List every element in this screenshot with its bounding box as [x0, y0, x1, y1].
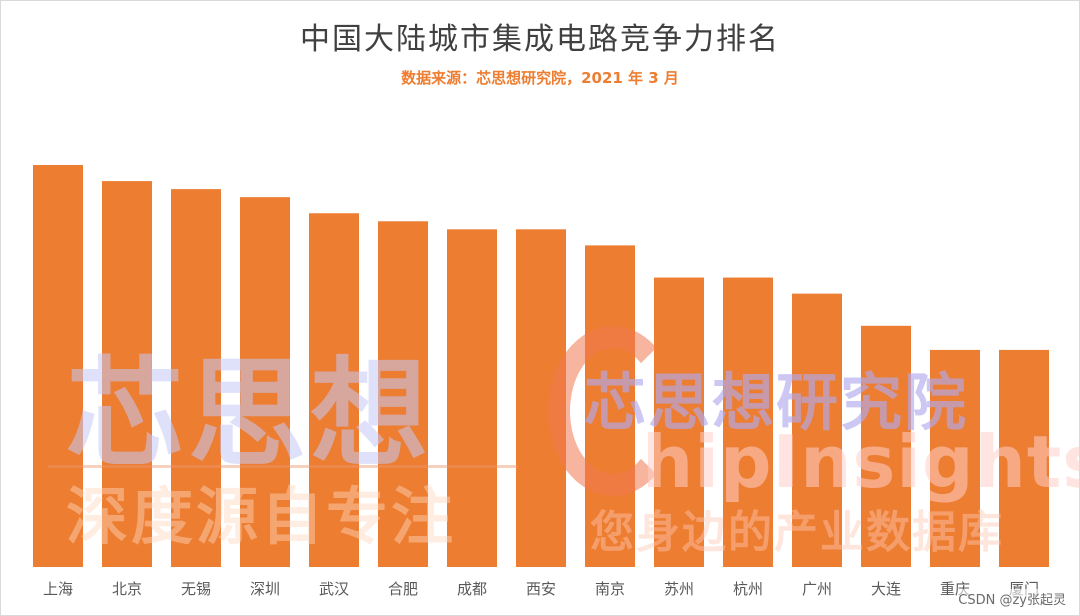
- x-tick-label: 合肥: [388, 580, 418, 598]
- bar-厦门: [999, 349, 1049, 567]
- x-tick-label: 广州: [802, 580, 832, 598]
- bar-无锡: [171, 189, 221, 567]
- x-tick-label: 武汉: [319, 580, 349, 598]
- chart-subtitle: 数据来源：芯思想研究院，2021 年 3 月: [401, 69, 679, 87]
- bar-北京: [102, 181, 152, 567]
- bar-武汉: [309, 213, 359, 568]
- x-tick-label: 成都: [457, 580, 487, 598]
- bar-重庆: [930, 349, 980, 567]
- x-tick-label: 北京: [112, 580, 142, 598]
- x-tick-label: 上海: [43, 580, 73, 598]
- x-tick-label: 大连: [871, 580, 901, 598]
- bar-合肥: [378, 221, 428, 567]
- watermark-divider: [48, 465, 518, 468]
- x-tick-label: 无锡: [181, 580, 211, 598]
- x-tick-label: 南京: [595, 580, 625, 598]
- bar-成都: [447, 229, 497, 567]
- x-tick-label: 杭州: [733, 580, 763, 598]
- x-tick-label: 深圳: [250, 580, 280, 598]
- source-credit: CSDN @zy张起灵: [958, 589, 1066, 608]
- bar-杭州: [723, 277, 773, 567]
- bar-深圳: [240, 197, 290, 567]
- chart-title: 中国大陆城市集成电路竞争力排名: [300, 22, 780, 57]
- watermark-c-logo-icon: [548, 326, 678, 496]
- x-tick-label: 苏州: [664, 580, 694, 598]
- bar-大连: [861, 325, 911, 567]
- x-tick-label: 西安: [526, 580, 556, 598]
- bar-上海: [33, 165, 83, 567]
- bar-广州: [792, 293, 842, 567]
